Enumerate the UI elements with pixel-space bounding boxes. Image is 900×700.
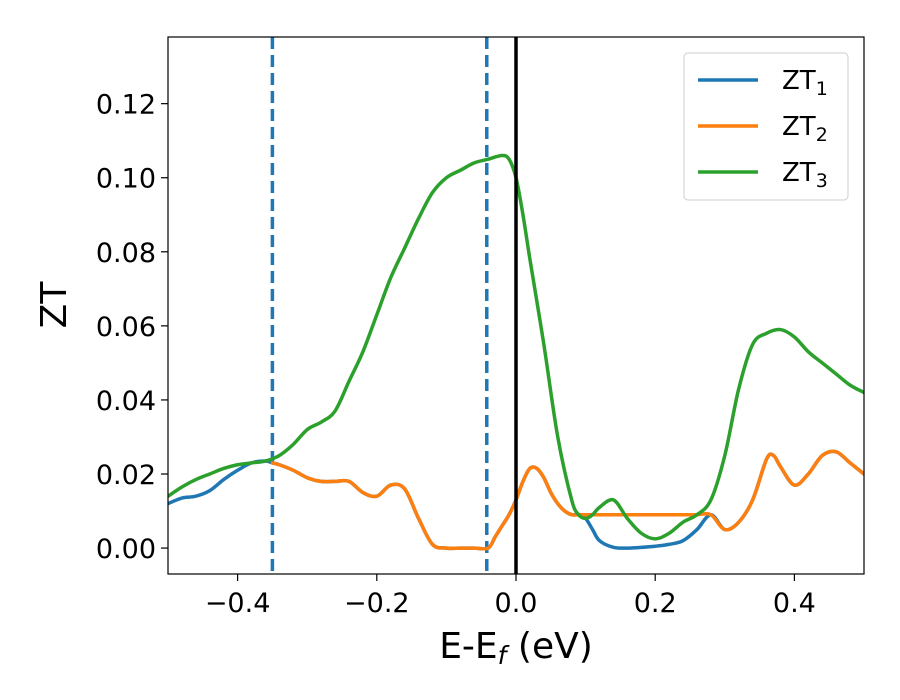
- y-tick-label: 0.02: [96, 460, 156, 491]
- y-axis-label: ZT: [34, 281, 75, 329]
- series-line-zt3: [168, 153, 864, 541]
- legend: ZT1 ZT2 ZT3: [683, 52, 849, 201]
- legend-label-zt1: ZT1: [782, 66, 828, 100]
- y-tick-label: 0.06: [96, 312, 156, 343]
- y-tick-label: 0.00: [96, 534, 156, 565]
- y-tick-label: 0.12: [96, 90, 156, 121]
- x-axis-label: E-Ef (eV): [439, 626, 593, 670]
- legend-label-zt3: ZT3: [782, 158, 828, 192]
- x-axis-label-main: E-E: [439, 626, 497, 667]
- x-tick-label: 0.0: [495, 588, 538, 619]
- x-tick-label: −0.2: [344, 588, 410, 619]
- legend-box: [683, 52, 849, 201]
- legend-label-zt2: ZT2: [782, 112, 828, 146]
- series-line-zt2: [270, 449, 864, 551]
- y-tick-label: 0.04: [96, 386, 156, 417]
- x-axis-ticks: −0.4 −0.2 0.0 0.2 0.4: [205, 574, 816, 619]
- x-tick-label: −0.4: [205, 588, 271, 619]
- x-tick-label: 0.2: [634, 588, 677, 619]
- x-tick-label: 0.4: [773, 588, 816, 619]
- x-axis-label-unit: (eV): [506, 626, 592, 667]
- y-axis-ticks: 0.00 0.02 0.04 0.06 0.08 0.10 0.12: [96, 90, 168, 565]
- series-lines: [168, 153, 864, 551]
- y-tick-label: 0.10: [96, 164, 156, 195]
- y-tick-label: 0.08: [96, 238, 156, 269]
